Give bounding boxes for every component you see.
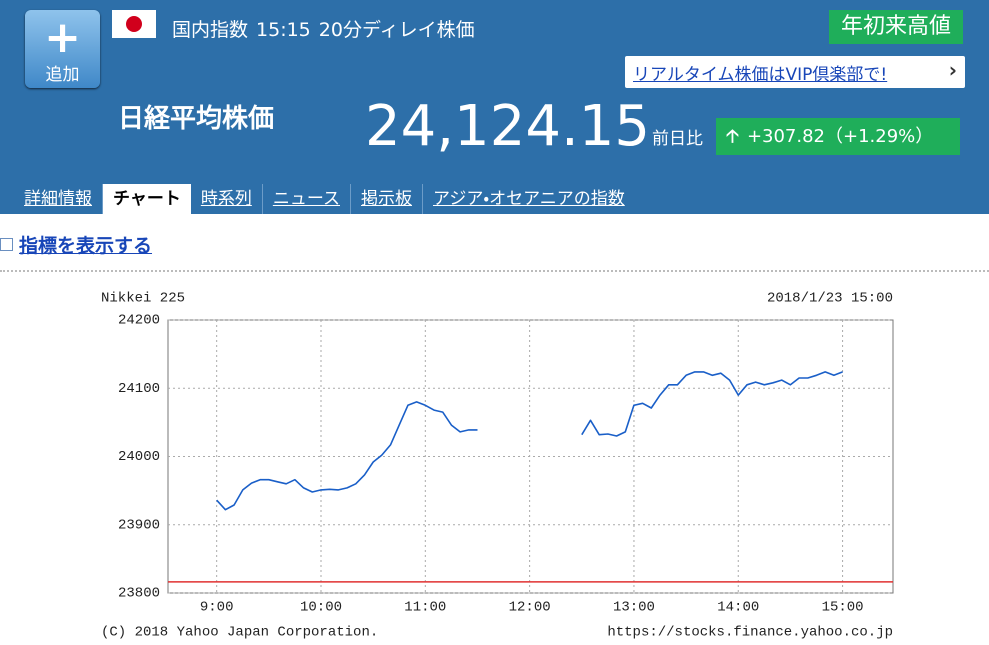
x-tick-label: 14:00 — [717, 600, 759, 616]
index-name: 日経平均株価 — [118, 104, 275, 134]
tab[interactable]: 詳細情報 — [14, 184, 103, 214]
change: +307.82（+1.29%） — [746, 126, 934, 147]
market-info: 国内指数 15:15 20分ディレイ株価 — [172, 15, 483, 42]
y-tick-label: 24100 — [118, 381, 160, 397]
toggle[interactable]: 指標を表示する — [0, 231, 152, 258]
x-tick-label: 12:00 — [509, 600, 551, 616]
vip-banner[interactable]: リアルタイム株価はVIP倶楽部で! › — [625, 56, 965, 88]
tab[interactable]: ニュース — [263, 184, 351, 214]
tab[interactable]: 時系列 — [191, 184, 263, 214]
tab[interactable]: チャート — [103, 184, 191, 214]
add-button[interactable]: + 追加 — [25, 10, 100, 88]
add-label: 追加 — [45, 65, 80, 85]
tabs: 詳細情報 チャート 時系列 ニュース 掲示板 アジア・オセアニアの指数 — [14, 184, 635, 214]
x-tick-label: 10:00 — [300, 600, 342, 616]
x-tick-label: 15:00 — [822, 600, 864, 616]
change-label: 前日比 — [652, 129, 703, 149]
y-tick-label: 23800 — [118, 586, 160, 602]
badge: 年初来高値 — [829, 10, 963, 44]
separator — [0, 270, 989, 272]
time: 15:15 — [256, 19, 311, 41]
y-tick-label: 24000 — [118, 449, 160, 465]
chart-title: Nikkei 225 — [101, 291, 185, 307]
y-tick-label: 23900 — [118, 517, 160, 533]
toggle-label[interactable]: 指標を表示する — [19, 235, 153, 257]
price-line — [216, 371, 843, 511]
vip-link[interactable]: リアルタイム株価はVIP倶楽部で! — [633, 65, 888, 85]
delay-note: 20分ディレイ株価 — [318, 19, 475, 41]
x-tick-label: 11:00 — [404, 600, 446, 616]
header: + 追加 国内指数 15:15 20分ディレイ株価 年初来高値 リアルタイム株価はVI… — [0, 0, 989, 214]
y-tick-label: 24200 — [118, 313, 160, 329]
change-box: 🡡 +307.82（+1.29%） — [716, 118, 960, 155]
timestamp: 2018/1/23 15:00 — [767, 291, 893, 307]
price: 24,124.15 — [365, 94, 651, 159]
market: 国内指数 — [172, 19, 249, 41]
source-url: https://stocks.finance.yahoo.co.jp — [607, 625, 893, 641]
x-tick-label: 13:00 — [613, 600, 655, 616]
tab[interactable]: 掲示板 — [351, 184, 423, 214]
copyright: (C) 2018 Yahoo Japan Corporation. — [101, 625, 378, 641]
flag — [112, 10, 156, 38]
tab[interactable]: アジア・オセアニアの指数 — [433, 189, 625, 209]
x-tick-label: 9:00 — [200, 600, 234, 616]
